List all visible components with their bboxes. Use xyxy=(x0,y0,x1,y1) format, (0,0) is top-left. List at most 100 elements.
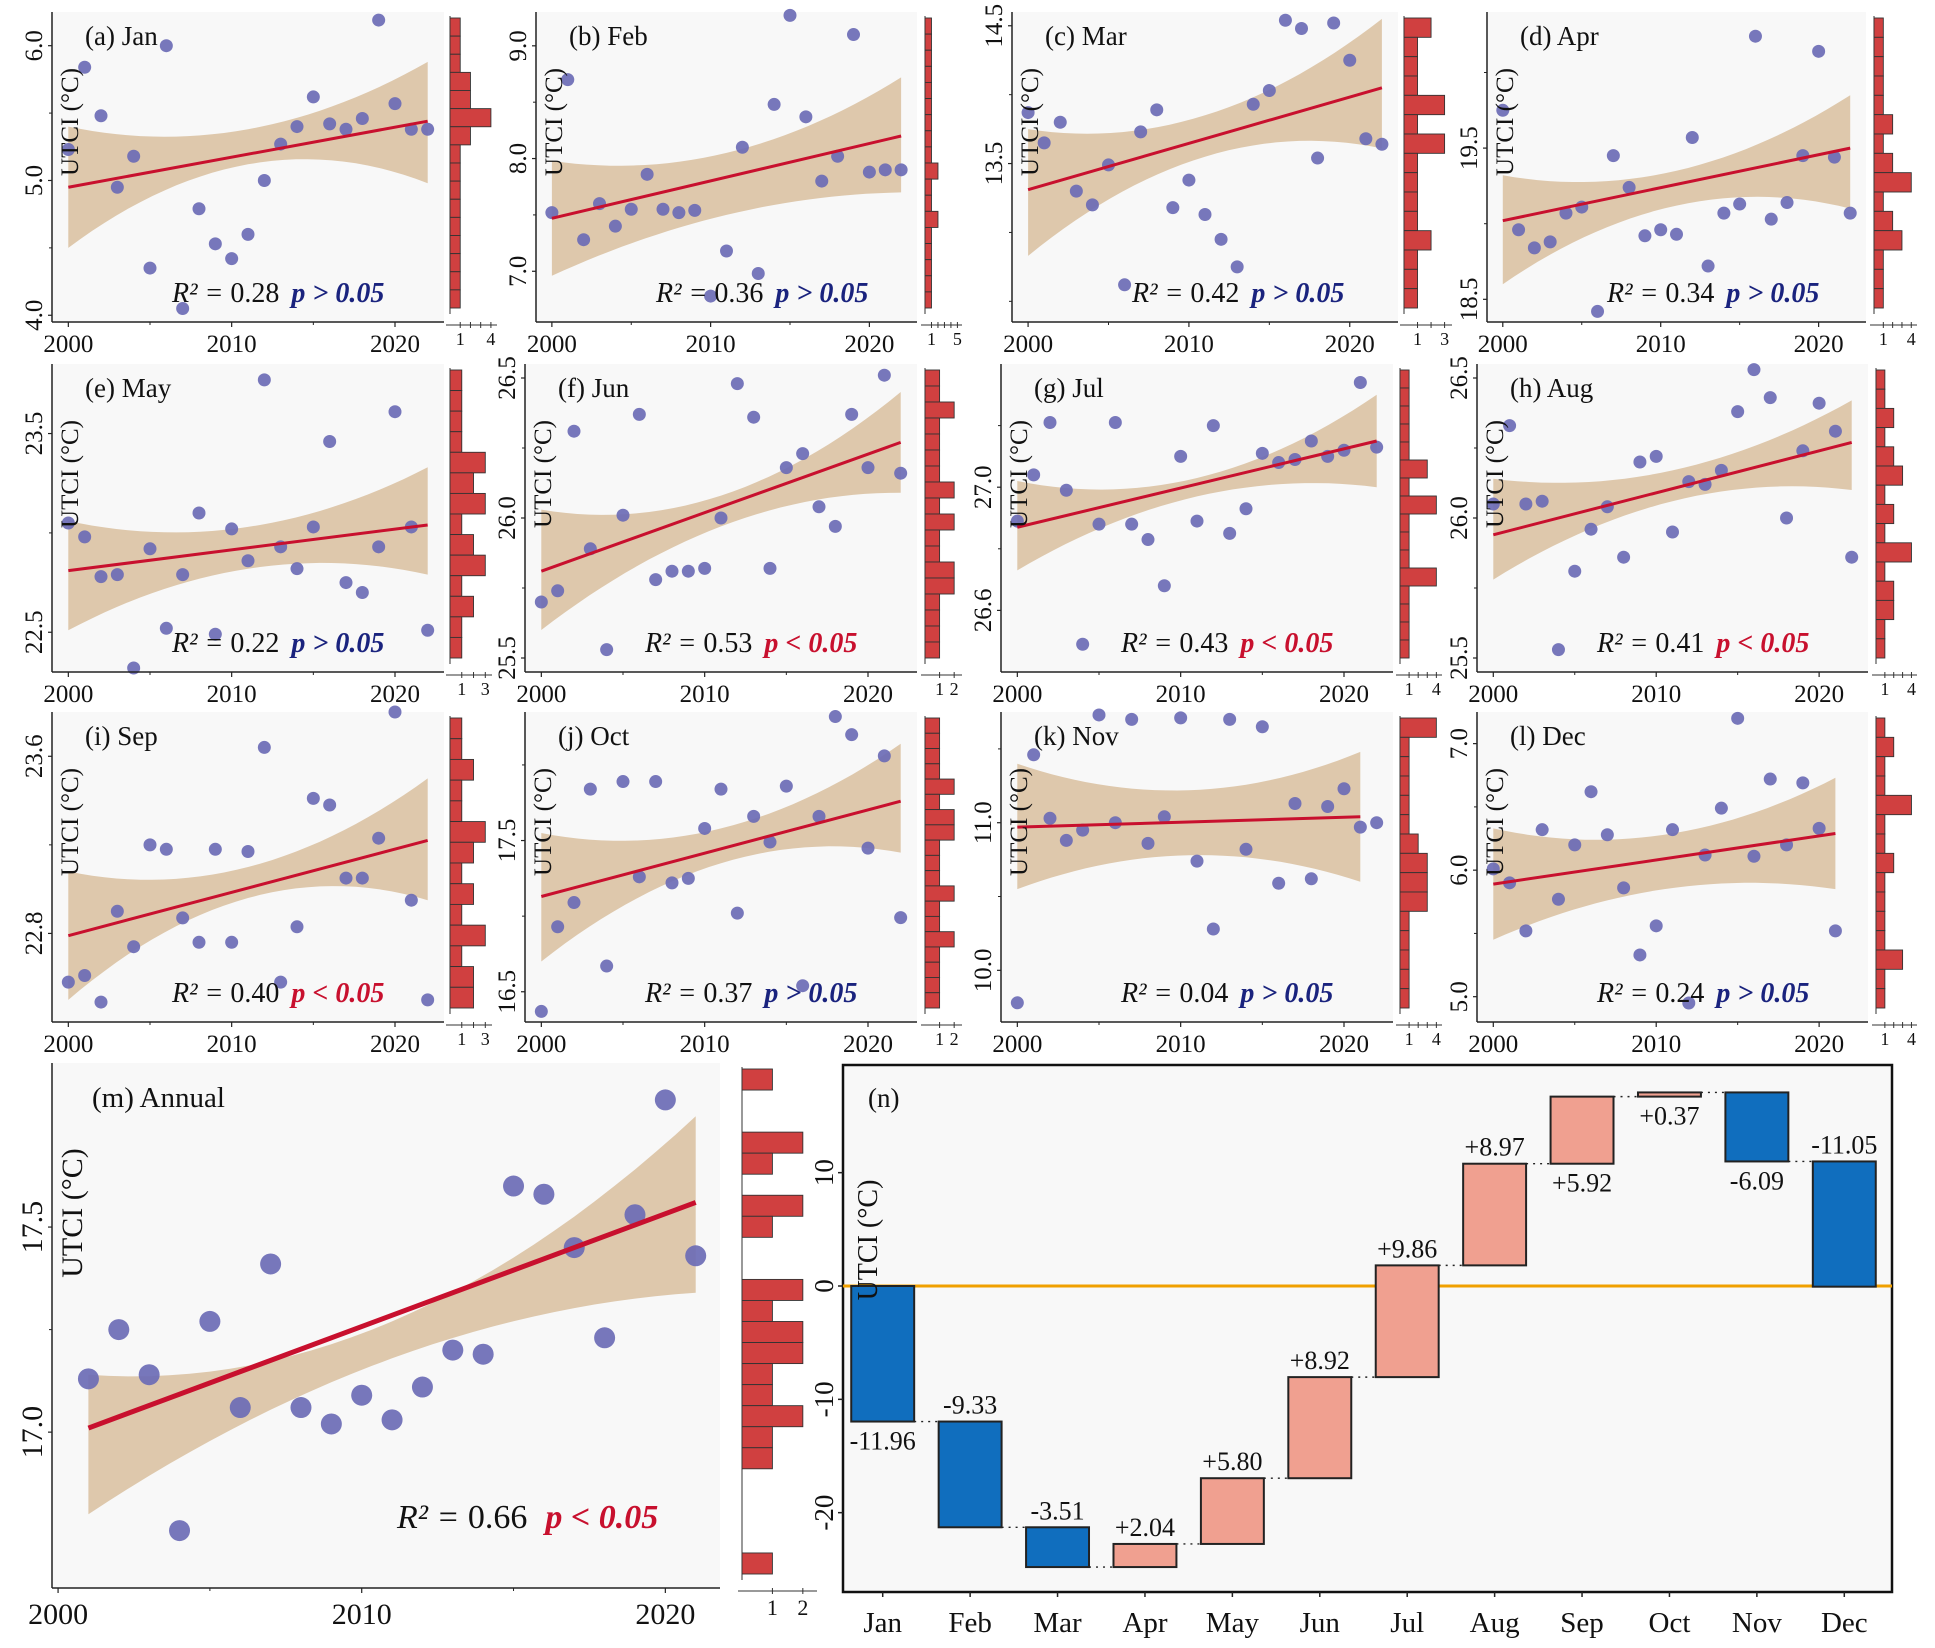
waterfall-bar xyxy=(1025,1526,1091,1569)
data-point xyxy=(1304,434,1318,448)
data-point xyxy=(1295,22,1308,36)
histogram-tick-label: 1 xyxy=(927,329,936,349)
histogram-bar xyxy=(449,738,463,760)
x-tick-label: 2020 xyxy=(1325,331,1375,358)
histogram-bar xyxy=(1875,427,1886,448)
histogram-bar xyxy=(924,497,941,515)
data-point xyxy=(323,798,337,812)
histogram-bar xyxy=(1399,495,1437,515)
panel-title: (d) Apr xyxy=(1520,21,1599,51)
data-point xyxy=(355,871,369,885)
histogram-bar xyxy=(1875,503,1895,525)
data-point xyxy=(421,993,435,1007)
trend-line xyxy=(1492,440,1853,537)
histogram-bar xyxy=(1403,114,1418,135)
histogram-bar xyxy=(741,1426,773,1449)
histogram-tick-label: 1 xyxy=(456,329,465,349)
data-point xyxy=(1666,525,1679,539)
x-tick-label: Feb xyxy=(948,1607,992,1639)
histogram-bar xyxy=(924,259,932,277)
histogram-bar xyxy=(741,1552,773,1575)
y-tick-label: 11.0 xyxy=(970,801,997,844)
data-point xyxy=(1174,449,1188,463)
histogram-tick-label: 1 xyxy=(1880,1029,1889,1049)
y-axis-label: UTCI (°C) xyxy=(57,68,84,176)
histogram-bar xyxy=(1875,852,1895,874)
bar-value-label: +9.86 xyxy=(1377,1234,1437,1263)
data-point xyxy=(688,203,702,217)
stats-annotation: R² = 0.53 p < 0.05 xyxy=(644,628,857,659)
histogram-bar xyxy=(1399,756,1410,777)
histogram-bar xyxy=(1399,567,1437,587)
y-tick-label: 23.6 xyxy=(21,734,48,778)
histogram-bar xyxy=(924,824,955,841)
stats-annotation: R² = 0.36 p > 0.05 xyxy=(655,278,868,309)
x-tick-label: 2000 xyxy=(1003,331,1053,358)
waterfall-bar xyxy=(1374,1264,1440,1379)
x-tick-label: 2010 xyxy=(1156,681,1206,708)
data-point xyxy=(1262,84,1276,98)
histogram-bar xyxy=(1399,603,1410,623)
x-tick-label: 2020 xyxy=(1794,1031,1844,1058)
data-point xyxy=(225,935,239,949)
data-point xyxy=(845,728,859,742)
histogram-bar xyxy=(1399,369,1410,389)
data-point xyxy=(290,920,304,934)
y-tick-label: 0 xyxy=(809,1279,839,1293)
x-tick-label: 2000 xyxy=(1468,681,1518,708)
data-point xyxy=(783,8,797,22)
plot-frame xyxy=(841,1063,1894,1594)
histogram-bar xyxy=(449,779,463,802)
y-tick-label: 22.8 xyxy=(21,912,48,956)
data-point xyxy=(1845,550,1859,564)
histogram-bar xyxy=(1873,17,1884,38)
histogram-bar xyxy=(1399,717,1437,738)
y-tick-label: 16.5 xyxy=(494,970,521,1014)
data-point xyxy=(1027,748,1041,762)
histogram-bar xyxy=(924,17,932,35)
data-point xyxy=(796,447,810,461)
data-point xyxy=(1010,996,1024,1010)
histogram-tick-label: 2 xyxy=(950,1029,959,1049)
y-tick-label: 7.0 xyxy=(505,256,532,287)
data-point xyxy=(1503,419,1517,433)
bar-value-label: -11.96 xyxy=(850,1427,916,1456)
p-value: p > 0.05 xyxy=(1249,278,1344,309)
data-point xyxy=(127,940,141,954)
histogram-bar xyxy=(449,717,463,740)
data-point xyxy=(1812,396,1826,410)
data-point xyxy=(600,643,614,657)
data-point xyxy=(1190,514,1204,528)
bar-value-label: +0.37 xyxy=(1639,1102,1699,1131)
panel-n: -11.96 Jan -9.33 Feb -3.51 Mar +2.04 Apr +5.80 Ma… xyxy=(809,1063,1894,1639)
histogram-bar xyxy=(1875,736,1895,758)
data-point xyxy=(551,584,565,598)
histogram-tick-label: 2 xyxy=(950,679,959,699)
data-point xyxy=(685,1245,707,1267)
y-tick-label: 26.6 xyxy=(970,589,997,633)
data-point xyxy=(1327,16,1341,30)
histogram-bar xyxy=(924,593,941,611)
r2-value: 0.34 xyxy=(1665,278,1714,309)
data-point xyxy=(877,368,891,382)
data-point xyxy=(828,519,842,533)
histogram-tick-label: 3 xyxy=(1440,329,1449,349)
r2-value: 0.24 xyxy=(1655,978,1704,1009)
data-point xyxy=(672,206,686,220)
data-point xyxy=(176,911,190,925)
data-point xyxy=(1223,526,1237,540)
y-axis-label: UTCI (°C) xyxy=(1492,68,1519,176)
x-tick-label: 2020 xyxy=(1794,331,1844,358)
r2-label: R² = xyxy=(171,278,230,309)
bar-value-label: +8.92 xyxy=(1290,1346,1350,1375)
data-point xyxy=(533,1183,555,1205)
histogram-bar xyxy=(924,900,941,917)
histogram-bar xyxy=(449,253,461,273)
histogram-bar xyxy=(449,35,461,55)
histogram-bar xyxy=(1399,441,1410,461)
data-point xyxy=(1717,206,1731,220)
data-point xyxy=(1037,136,1051,150)
data-point xyxy=(1230,260,1244,274)
